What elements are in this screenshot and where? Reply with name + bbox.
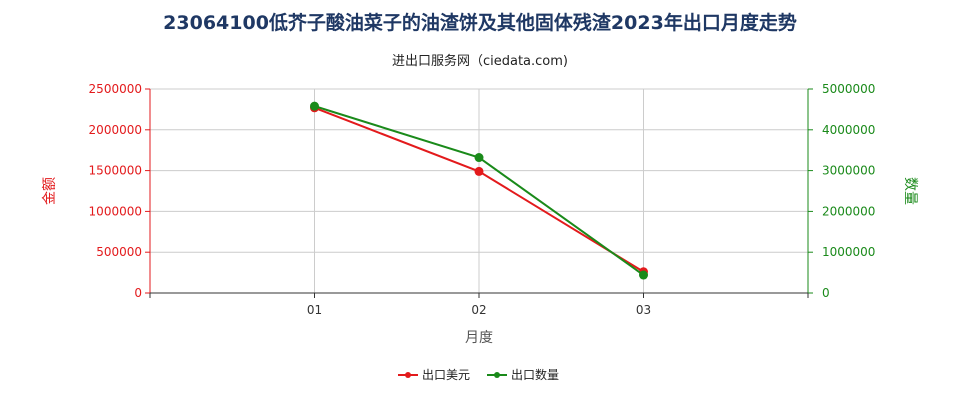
left-tick-label: 1000000 [89,204,142,218]
data-point [310,101,319,111]
right-tick-label: 5000000 [822,82,875,96]
data-point [474,166,484,176]
x-tick-label: 01 [307,303,322,317]
data-point [639,270,648,280]
data-point [474,153,484,163]
left-tick-label: 2500000 [89,82,142,96]
right-tick-label: 2000000 [822,204,875,218]
chart-subtitle: 进出口服务网（ciedata.com) [391,54,568,69]
left-tick-label: 1500000 [89,164,142,178]
right-tick-label: 1000000 [822,245,875,259]
x-axis-label: 月度 [465,330,493,346]
legend-label: 出口数量 [511,367,559,382]
legend-label: 出口美元 [422,368,470,382]
right-axis-label: 数量 [902,177,918,205]
right-tick-label: 3000000 [822,164,875,178]
series-layer [310,101,648,280]
grid-lines [150,88,809,293]
legend-marker [405,372,411,378]
right-tick-label: 0 [822,286,830,300]
left-tick-label: 2000000 [89,123,142,137]
left-tick-label: 500000 [96,245,142,259]
x-tick-label: 02 [471,303,486,317]
legend: 出口美元 出口数量 [398,367,559,382]
right-tick-label: 4000000 [822,123,875,137]
chart-title: 23064100低芥子酸油菜子的油渣饼及其他固体残渣2023年出口月度走势 [163,12,797,34]
x-tick-label: 03 [636,303,651,317]
left-tick-label: 0 [134,286,142,300]
legend-marker [494,372,500,378]
left-axis-label: 金额 [42,177,58,205]
axes: 05000001000000150000020000002500000金额010… [42,82,918,346]
